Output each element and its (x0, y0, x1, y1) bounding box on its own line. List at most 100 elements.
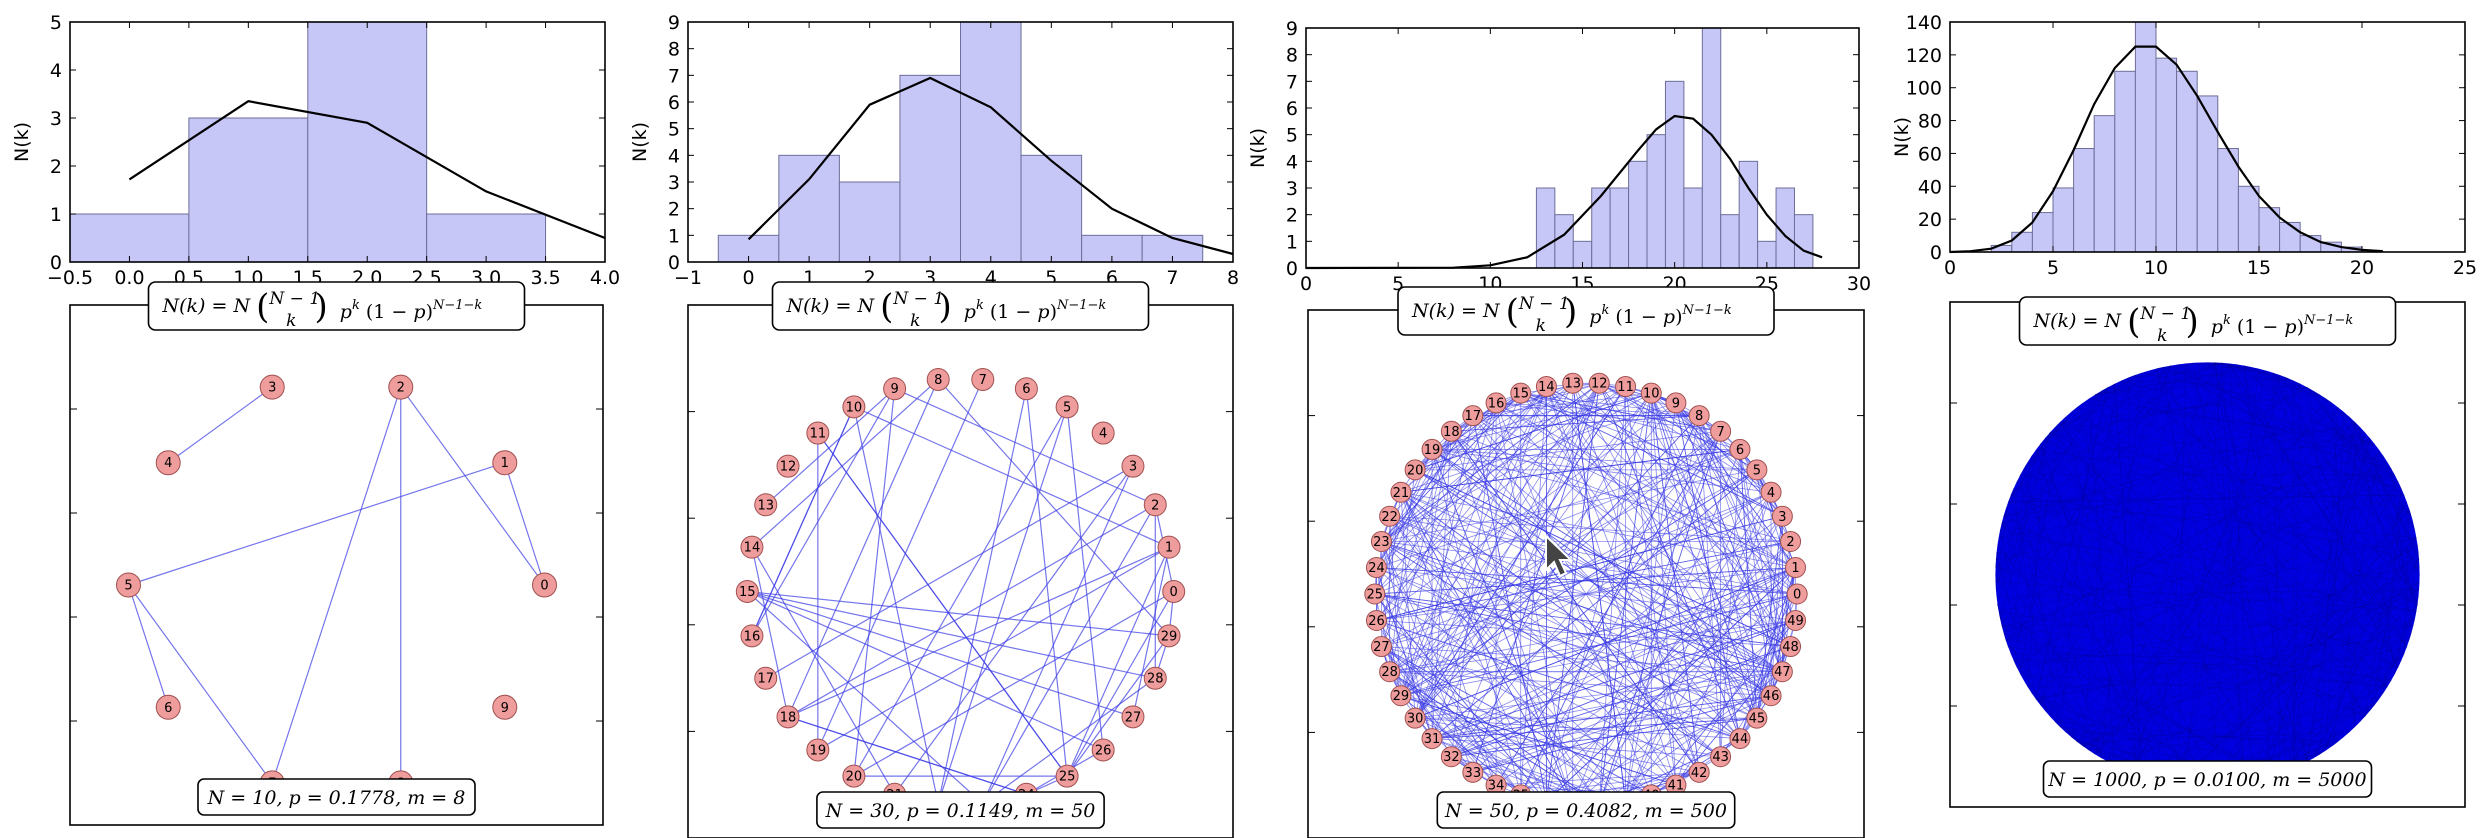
network-edge (2383, 488, 2402, 694)
node-label: 41 (1668, 779, 1685, 794)
network-node: 20 (1404, 459, 1426, 481)
network-edge (2222, 362, 2410, 641)
network-edge (2005, 437, 2371, 641)
network-edge (2337, 407, 2420, 575)
network-edge (853, 388, 896, 777)
network-edge (2121, 407, 2339, 769)
network-edge (894, 465, 1134, 795)
network-edge (2293, 704, 2375, 769)
network-edge (1999, 432, 2051, 619)
network-node: 45 (1746, 707, 1768, 729)
network-edge (2325, 398, 2418, 605)
node-circle (1365, 609, 1387, 631)
network-edge (2286, 377, 2412, 517)
network-edge (2319, 581, 2420, 755)
network-edge (1431, 593, 1798, 739)
panel-3: 0 5 10 15 20 25 300123456789N(k)01234567891011… (1247, 18, 1871, 838)
network-node: 6 (1014, 377, 1038, 401)
node-label: 11 (810, 427, 827, 442)
network-edge (1400, 383, 1600, 696)
node-circle (1091, 738, 1115, 762)
network-node: 21 (1390, 481, 1412, 503)
network-edge (982, 465, 1134, 804)
network-edge (2114, 618, 2416, 766)
network-edge (2044, 437, 2405, 655)
network-node: 28 (1143, 666, 1167, 690)
network-edge (2094, 402, 2333, 755)
network-edge (2286, 537, 2417, 772)
network-node: 29 (1157, 624, 1181, 648)
network-edge (1997, 603, 2007, 641)
network-edge (2313, 544, 2418, 759)
network-caption: N = 30, p = 0.1149, m = 50 (825, 800, 1096, 822)
node-label: 3 (268, 381, 276, 396)
network-edge (1546, 386, 1772, 696)
network-edge (2207, 362, 2281, 376)
histogram-bar (1591, 187, 1611, 269)
network-edge (853, 406, 1068, 777)
node-circle (492, 450, 518, 476)
network-edge (2020, 673, 2380, 700)
network-edge (2163, 481, 2399, 783)
node-label: 17 (757, 672, 774, 687)
network-edge (2258, 455, 2384, 781)
network-edge (1625, 567, 1796, 802)
y-tick-label: 140 (1906, 12, 1942, 34)
network-edge (2082, 544, 2418, 747)
network-edge (1376, 386, 1547, 621)
node-circle (1710, 746, 1732, 768)
network-edge (2155, 368, 2366, 717)
network-edge (2019, 421, 2061, 675)
network-edge (2094, 394, 2402, 661)
network-edge (2020, 508, 2410, 675)
network-edge (1376, 567, 1796, 621)
network-node: 2 (388, 374, 414, 400)
network-node: 2 (1780, 530, 1802, 552)
network-edge (2027, 680, 2392, 688)
network-edges (127, 386, 546, 784)
network-edge (1472, 695, 1772, 773)
node-label: 6 (164, 701, 172, 716)
node-circle (1390, 685, 1412, 707)
node-circle (1404, 459, 1426, 481)
node-label: 20 (846, 770, 863, 785)
x-tick-label: 0.0 (114, 267, 144, 289)
node-label: 10 (846, 400, 863, 415)
y-tick-label: 1 (50, 204, 62, 226)
network-edge (2306, 387, 2356, 728)
network-edge (2251, 501, 2408, 783)
network-edge (1520, 382, 1600, 394)
network-edge (2054, 362, 2223, 428)
network-edge (1472, 646, 1791, 773)
network-edge (2054, 721, 2333, 747)
node-circle (1615, 376, 1637, 398)
network-edge (1995, 363, 2186, 568)
network-edge (1598, 449, 1741, 805)
y-tick-label: 4 (50, 60, 62, 82)
network-edge (1376, 567, 1741, 739)
network-edge (2040, 372, 2143, 445)
network-edge (1999, 365, 2171, 531)
x-tick-label: −1 (674, 267, 702, 289)
node-circle (1121, 705, 1145, 729)
network-edge (1546, 386, 1677, 786)
y-tick-label: 1 (1286, 231, 1298, 253)
network-edge (2010, 375, 2136, 655)
network-edge (2060, 421, 2417, 612)
network-edge (1520, 392, 1741, 450)
network-edge (853, 590, 1174, 777)
network-edge (1995, 362, 2193, 583)
network-edge (2141, 372, 2350, 418)
network-node: 27 (1121, 705, 1145, 729)
network-edges (1995, 362, 2420, 787)
node-circle (926, 367, 950, 391)
network-edge (2214, 362, 2274, 777)
histogram-bar (778, 154, 840, 263)
y-tick-label: 3 (1286, 178, 1298, 200)
histogram-bar (2093, 115, 2116, 253)
network-edge (937, 406, 1068, 804)
formula-box (1397, 286, 1775, 336)
node-circle (1729, 728, 1751, 750)
network-edge (751, 406, 855, 637)
network-edge (2121, 581, 2420, 769)
